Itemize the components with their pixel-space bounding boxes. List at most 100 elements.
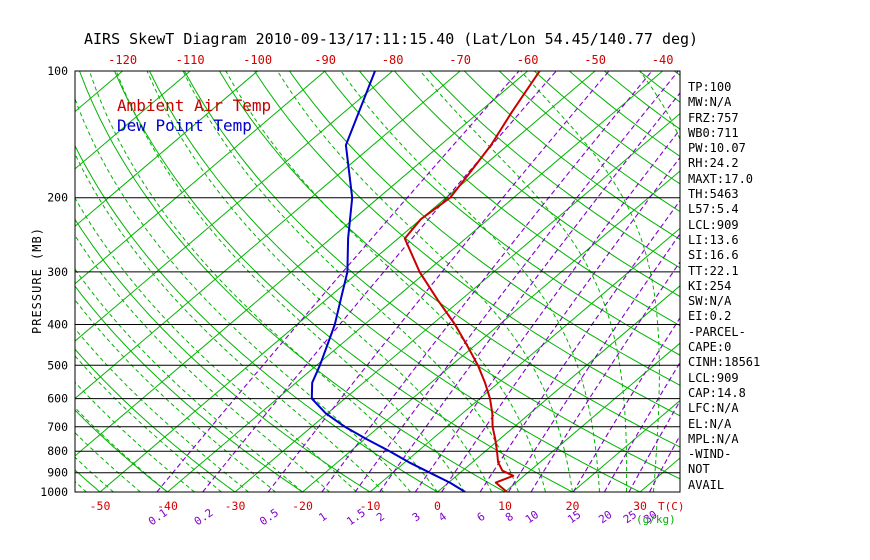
mixing-ratio-tick-label: 0.2 bbox=[192, 506, 216, 528]
index-line: FRZ:757 bbox=[688, 110, 739, 125]
index-line: L57:5.4 bbox=[688, 202, 739, 217]
index-line: -WIND- bbox=[688, 447, 732, 462]
isotherm-line bbox=[504, 342, 680, 492]
mixing-ratio-tick-label: 10 bbox=[523, 508, 541, 526]
dry-adiabat-line bbox=[218, 71, 680, 448]
index-line: MPL:N/A bbox=[688, 431, 739, 446]
top-temp-tick-label: -50 bbox=[584, 53, 606, 67]
mixing-ratio-line bbox=[202, 71, 557, 492]
index-line: LCL:909 bbox=[688, 217, 739, 232]
index-line: PW:10.07 bbox=[688, 141, 746, 156]
bottom-temp-tick-label: -30 bbox=[225, 499, 246, 513]
temp-unit-label: T(C) bbox=[658, 500, 685, 513]
moist-adiabat-line bbox=[520, 71, 660, 492]
isotherm-line bbox=[302, 170, 680, 492]
dry-adiabat-line bbox=[463, 71, 680, 241]
isotherm-line bbox=[369, 227, 680, 492]
moist-adiabat-line bbox=[340, 71, 600, 492]
top-temp-tick-label: -70 bbox=[449, 53, 471, 67]
index-line: TH:5463 bbox=[688, 187, 739, 202]
pressure-tick-label: 900 bbox=[47, 466, 68, 480]
top-temp-tick-label: -100 bbox=[243, 53, 272, 67]
mixing-ratio-unit-label: (g/kg) bbox=[636, 513, 676, 526]
dry-adiabat-line bbox=[114, 71, 573, 492]
legend-dew-point-temp: Dew Point Temp bbox=[117, 116, 252, 135]
ambient-temp-curve bbox=[403, 71, 541, 492]
dry-adiabat-line bbox=[394, 71, 680, 298]
moist-adiabat-line bbox=[75, 431, 141, 492]
pressure-tick-label: 1000 bbox=[40, 485, 68, 499]
isotherm-line bbox=[75, 71, 393, 342]
mixing-ratio-tick-label: 8 bbox=[503, 510, 516, 524]
dry-adiabat-line bbox=[75, 285, 303, 492]
mixing-ratio-line bbox=[354, 71, 679, 492]
bottom-temp-tick-label: 20 bbox=[566, 499, 580, 513]
bottom-temp-tick-label: 10 bbox=[498, 499, 512, 513]
isotherm-line bbox=[99, 71, 596, 492]
bottom-temp-tick-label: -40 bbox=[157, 499, 178, 513]
dry-adiabat-line bbox=[149, 71, 641, 492]
index-line: SI:16.6 bbox=[688, 248, 739, 263]
isotherm-line bbox=[75, 71, 326, 285]
moist-adiabat-line bbox=[146, 71, 492, 492]
index-line: EL:N/A bbox=[688, 416, 732, 431]
isotherm-line bbox=[75, 71, 528, 457]
plot-border bbox=[74, 70, 681, 493]
top-temp-tick-label: -110 bbox=[176, 53, 205, 67]
mixing-ratio-tick-label: 3 bbox=[410, 510, 423, 524]
mixing-ratio-tick-label: 6 bbox=[475, 510, 488, 524]
mixing-ratio-line bbox=[649, 434, 680, 492]
moist-adiabat-line bbox=[75, 406, 168, 492]
dry-adiabat-line bbox=[75, 348, 236, 492]
index-line: NOT bbox=[688, 462, 710, 477]
index-line: LFC:N/A bbox=[688, 401, 739, 416]
dry-adiabat-line bbox=[288, 71, 680, 386]
moist-adiabat-line bbox=[75, 456, 114, 492]
index-line: AVAIL bbox=[688, 477, 725, 492]
index-line: WB0:711 bbox=[688, 125, 739, 140]
mixing-ratio-tick-label: 4 bbox=[436, 510, 449, 525]
index-line: EI:0.2 bbox=[688, 309, 732, 324]
mixing-ratio-tick-label: 2 bbox=[374, 510, 387, 524]
moist-adiabat-line bbox=[75, 197, 357, 492]
pressure-tick-label: 600 bbox=[47, 392, 68, 406]
bottom-temp-tick-label: -10 bbox=[360, 499, 381, 513]
bottom-temp-tick-label: 30 bbox=[633, 499, 647, 513]
bottom-temp-tick-label: -50 bbox=[90, 499, 111, 513]
isotherm-line bbox=[75, 71, 461, 400]
moist-adiabat-line bbox=[75, 152, 384, 492]
index-line: CAP:14.8 bbox=[688, 385, 746, 400]
moist-adiabat-line bbox=[276, 71, 573, 492]
top-temp-tick-label: -90 bbox=[314, 53, 336, 67]
mixing-ratio-line bbox=[379, 92, 680, 492]
mixing-ratio-tick-label: 25 bbox=[621, 508, 639, 526]
chart-title: AIRS SkewT Diagram 2010-09-13/17:11:15.4… bbox=[84, 30, 699, 48]
dry-adiabat-line bbox=[183, 71, 680, 480]
isotherm-line bbox=[437, 285, 680, 492]
dry-adiabat-line bbox=[0, 71, 33, 492]
top-temp-tick-label: -120 bbox=[108, 53, 137, 67]
pressure-tick-label: 200 bbox=[47, 191, 68, 205]
dry-adiabat-line bbox=[744, 71, 870, 492]
mixing-ratio-tick-label: 20 bbox=[596, 508, 614, 526]
index-line: LI:13.6 bbox=[688, 232, 739, 247]
mixing-ratio-tick-label: 1 bbox=[316, 510, 329, 524]
isotherm-line bbox=[75, 71, 191, 170]
mixing-ratio-line bbox=[414, 128, 680, 492]
moist-adiabat-line bbox=[182, 71, 519, 492]
dry-adiabat-line bbox=[429, 71, 680, 269]
index-line: LCL:909 bbox=[688, 370, 739, 385]
pressure-tick-label: 700 bbox=[47, 420, 68, 434]
index-line: TT:22.1 bbox=[688, 263, 739, 278]
moist-adiabat-line bbox=[88, 71, 438, 492]
top-temp-tick-label: -60 bbox=[517, 53, 539, 67]
bottom-temp-tick-label: -20 bbox=[292, 499, 313, 513]
sounding-indices-panel: TP:100 MW:N/A FRZ:757 WB0:711 PW:10.07 RH:24.… bbox=[688, 80, 760, 493]
index-line: KI:254 bbox=[688, 278, 732, 293]
mixing-ratio-tick-label: 15 bbox=[565, 508, 583, 526]
moist-adiabat-line bbox=[75, 355, 222, 492]
legend-ambient-air-temp: Ambient Air Temp bbox=[117, 96, 272, 115]
dry-adiabat-line bbox=[79, 71, 506, 492]
